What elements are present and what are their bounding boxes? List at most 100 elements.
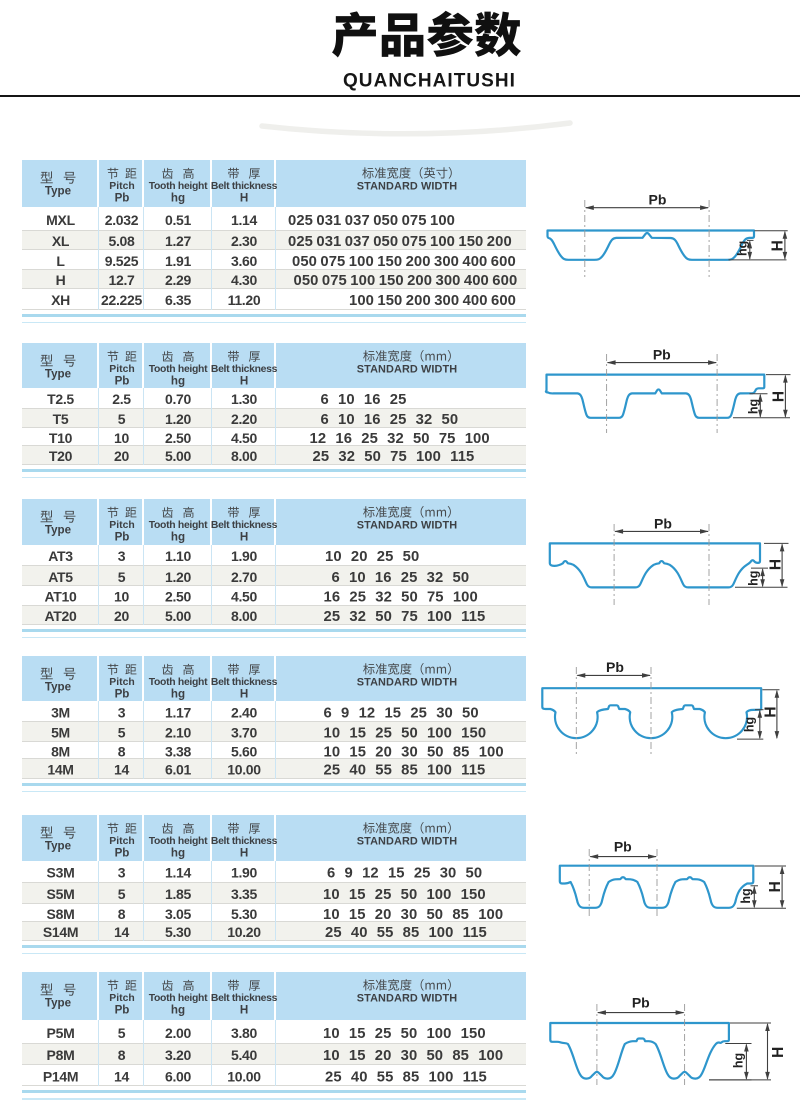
svg-text:12 16 25 32 50 75 100: 12 16 25 32 50 75 100 — [310, 430, 490, 446]
svg-text:H: H — [770, 1047, 787, 1058]
svg-text:MXL: MXL — [46, 211, 75, 227]
svg-text:3: 3 — [118, 704, 126, 720]
svg-text:6 10 16 25 32 50: 6 10 16 25 32 50 — [321, 412, 459, 428]
svg-text:2.00: 2.00 — [165, 1024, 192, 1040]
svg-text:10.00: 10.00 — [227, 761, 261, 777]
svg-text:hg: hg — [735, 241, 749, 256]
svg-text:Tooth height: Tooth height — [149, 181, 208, 192]
svg-text:Pitch: Pitch — [109, 677, 134, 688]
svg-text:S3M: S3M — [47, 865, 75, 881]
svg-text:10 15 20 30 50 85 100: 10 15 20 30 50 85 100 — [324, 744, 504, 759]
svg-text:STANDARD WIDTH: STANDARD WIDTH — [357, 835, 457, 847]
svg-text:5: 5 — [118, 1024, 126, 1040]
svg-text:Type: Type — [45, 185, 72, 198]
svg-text:2.70: 2.70 — [231, 568, 258, 584]
svg-text:H: H — [240, 531, 248, 544]
svg-text:Pitch: Pitch — [109, 993, 134, 1004]
svg-text:L: L — [56, 252, 65, 268]
svg-text:Pb: Pb — [606, 659, 624, 675]
svg-text:Pb: Pb — [115, 531, 130, 544]
svg-text:hg: hg — [746, 571, 760, 586]
svg-text:12.7: 12.7 — [108, 272, 135, 288]
svg-text:3M: 3M — [51, 704, 70, 720]
svg-text:5.08: 5.08 — [108, 233, 135, 249]
svg-text:QUANCHAITUSHI: QUANCHAITUSHI — [343, 70, 516, 91]
svg-text:Tooth height: Tooth height — [149, 677, 208, 688]
svg-text:5.30: 5.30 — [231, 905, 258, 921]
svg-text:025 031 037 050 075 100: 025 031 037 050 075 100 — [288, 212, 455, 228]
svg-text:10: 10 — [114, 429, 129, 445]
svg-text:100 150 200 300 400 600: 100 150 200 300 400 600 — [349, 293, 516, 309]
svg-text:XH: XH — [51, 292, 70, 308]
svg-text:T20: T20 — [49, 448, 73, 464]
svg-text:050 075 100 150 200 300 400: 050 075 100 150 200 300 400 600 — [292, 253, 516, 269]
svg-text:Pitch: Pitch — [109, 181, 134, 192]
svg-text:3.80: 3.80 — [231, 1024, 258, 1040]
svg-text:0.70: 0.70 — [165, 391, 192, 407]
svg-text:2.20: 2.20 — [231, 411, 258, 427]
svg-text:Pb: Pb — [654, 516, 672, 532]
svg-text:4.30: 4.30 — [231, 272, 258, 288]
svg-text:Type: Type — [45, 368, 72, 381]
svg-text:2.032: 2.032 — [105, 211, 139, 227]
svg-text:hg: hg — [731, 1053, 745, 1068]
svg-text:hg: hg — [171, 531, 185, 544]
svg-text:AT5: AT5 — [48, 568, 73, 584]
svg-text:H: H — [240, 688, 248, 701]
svg-text:10.20: 10.20 — [227, 924, 261, 940]
svg-text:S5M: S5M — [47, 886, 75, 902]
svg-text:Pitch: Pitch — [109, 836, 134, 847]
svg-text:Pb: Pb — [115, 375, 130, 388]
svg-text:Pb: Pb — [632, 995, 650, 1011]
svg-text:6 9 12 15 25 30 50: 6 9 12 15 25 30 50 — [324, 705, 479, 721]
svg-text:1.90: 1.90 — [231, 865, 258, 881]
svg-text:Belt thickness: Belt thickness — [211, 520, 278, 531]
svg-text:3.05: 3.05 — [165, 905, 192, 921]
svg-text:10 15 25 50 100 150: 10 15 25 50 100 150 — [323, 887, 486, 903]
svg-text:H: H — [240, 846, 248, 859]
svg-text:Belt thickness: Belt thickness — [211, 993, 278, 1004]
svg-text:14: 14 — [114, 924, 129, 940]
svg-text:Tooth height: Tooth height — [149, 993, 208, 1004]
svg-text:8.00: 8.00 — [231, 608, 258, 624]
svg-text:hg: hg — [171, 688, 185, 701]
svg-text:Pb: Pb — [614, 839, 632, 855]
svg-text:2.10: 2.10 — [165, 724, 192, 740]
svg-text:14: 14 — [114, 761, 129, 777]
svg-text:6.00: 6.00 — [165, 1068, 192, 1084]
svg-text:5: 5 — [118, 411, 126, 427]
svg-text:S8M: S8M — [47, 905, 75, 921]
svg-text:1.85: 1.85 — [165, 886, 192, 902]
svg-text:10 15 25 50 100 150: 10 15 25 50 100 150 — [324, 725, 487, 741]
svg-text:2.50: 2.50 — [165, 429, 192, 445]
svg-text:hg: hg — [746, 399, 760, 414]
svg-text:hg: hg — [171, 375, 185, 388]
svg-text:9.525: 9.525 — [105, 252, 139, 268]
svg-text:11.20: 11.20 — [228, 292, 261, 308]
svg-text:1.10: 1.10 — [165, 548, 192, 564]
svg-text:XL: XL — [52, 233, 70, 249]
svg-text:1.90: 1.90 — [231, 548, 258, 564]
svg-text:Belt thickness: Belt thickness — [211, 181, 278, 192]
svg-text:hg: hg — [171, 846, 185, 859]
svg-text:Pb: Pb — [115, 192, 130, 205]
svg-text:25 32 50 75 100 115: 25 32 50 75 100 115 — [324, 609, 486, 625]
svg-text:10 20 25 50: 10 20 25 50 — [325, 549, 419, 565]
svg-text:8: 8 — [118, 905, 126, 921]
svg-text:1.91: 1.91 — [165, 252, 192, 268]
svg-text:H: H — [767, 559, 784, 570]
svg-text:Type: Type — [45, 681, 72, 694]
svg-text:10 15 20 30 50 85 100: 10 15 20 30 50 85 100 — [323, 1048, 503, 1064]
svg-text:Belt thickness: Belt thickness — [211, 677, 278, 688]
svg-text:2.40: 2.40 — [231, 704, 258, 720]
svg-text:5: 5 — [118, 568, 126, 584]
svg-text:hg: hg — [742, 717, 756, 732]
svg-text:025 031 037 050 075 100 150: 025 031 037 050 075 100 150 200 — [288, 234, 512, 250]
svg-text:T5: T5 — [53, 411, 69, 427]
svg-text:STANDARD WIDTH: STANDARD WIDTH — [357, 364, 457, 376]
svg-text:8M: 8M — [51, 743, 70, 759]
svg-text:3: 3 — [118, 865, 126, 881]
svg-text:3: 3 — [118, 548, 126, 564]
svg-text:4.50: 4.50 — [231, 588, 258, 604]
svg-text:6 9 12 15 25 30 50: 6 9 12 15 25 30 50 — [327, 866, 482, 882]
